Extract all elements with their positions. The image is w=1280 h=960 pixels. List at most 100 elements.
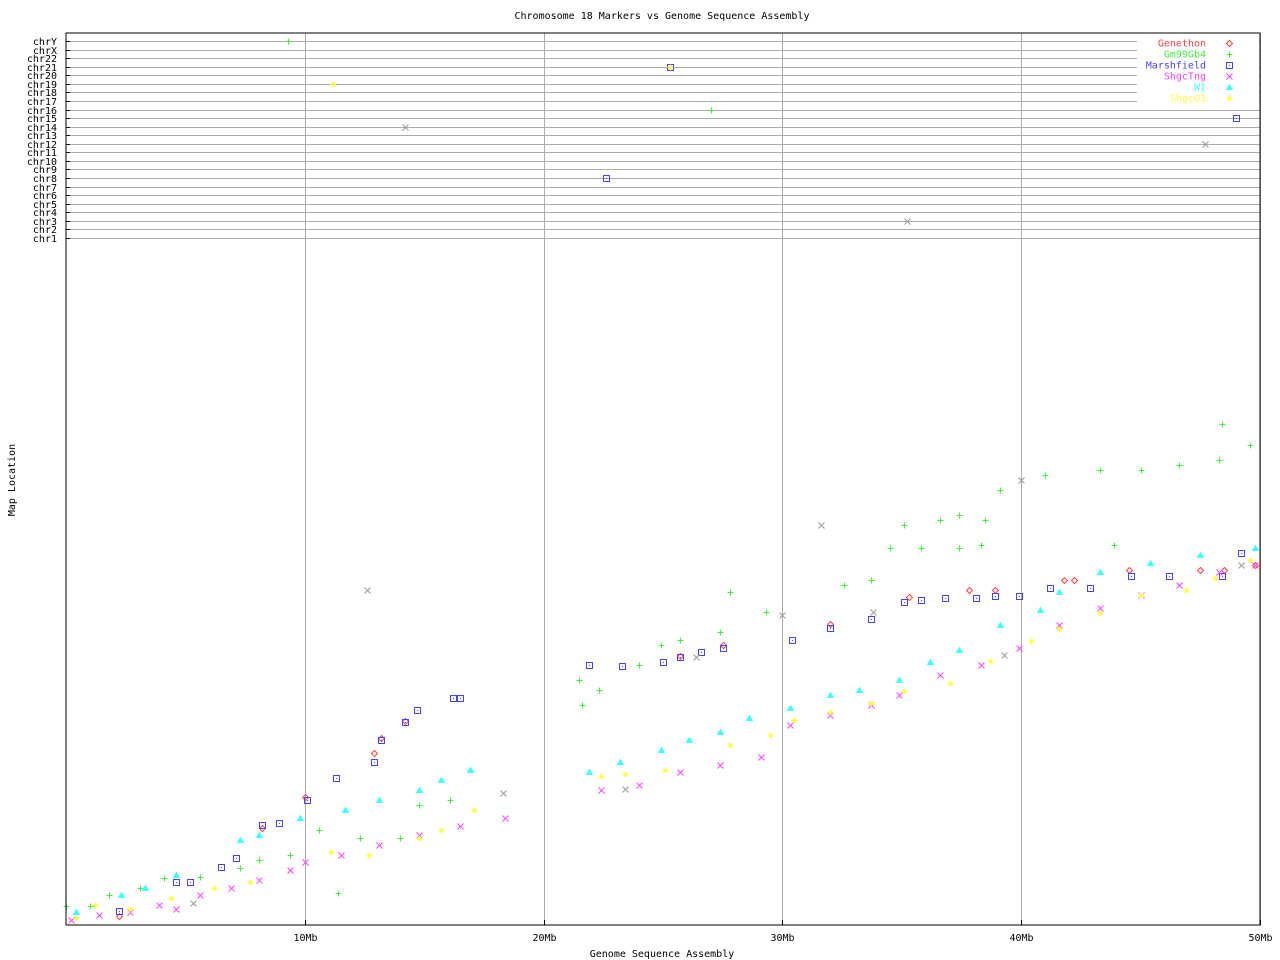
- data-point: [662, 767, 669, 774]
- y-tick-label-chr8: chr8: [33, 174, 57, 185]
- data-point: [287, 852, 294, 859]
- data-point: [660, 659, 667, 666]
- data-point: [677, 654, 684, 661]
- data-point: [371, 759, 378, 766]
- data-point: [375, 796, 384, 803]
- data-point: [438, 827, 445, 834]
- data-point: [826, 620, 835, 629]
- data-point: [827, 625, 834, 632]
- legend-label-shgcg3: ShgcG3: [1170, 94, 1206, 105]
- data-point: [636, 662, 643, 669]
- data-point: [500, 790, 507, 797]
- data-point: [1216, 457, 1223, 464]
- x-tick-label: 20Mb: [532, 933, 556, 944]
- data-point: [992, 593, 999, 600]
- data-point: [937, 672, 944, 679]
- data-point: [1220, 566, 1229, 575]
- data-point: [218, 864, 225, 871]
- data-point: [616, 758, 625, 765]
- data-point: [1219, 573, 1226, 580]
- data-point: [338, 852, 345, 859]
- y-tick-label-chr3: chr3: [33, 217, 57, 228]
- data-point: [1146, 559, 1155, 566]
- y-tick-label-chr6: chr6: [33, 191, 57, 202]
- data-point: [1176, 582, 1183, 589]
- data-point: [1016, 593, 1023, 600]
- data-point: [156, 902, 163, 909]
- data-point: [247, 879, 254, 886]
- data-point: [763, 609, 770, 616]
- data-point: [1238, 550, 1245, 557]
- data-point: [117, 891, 126, 898]
- data-point: [677, 637, 684, 644]
- data-point: [937, 517, 944, 524]
- data-point: [1096, 568, 1105, 575]
- data-point: [918, 545, 925, 552]
- y-tick-label-chr2: chr2: [33, 225, 57, 236]
- data-point: [1087, 585, 1094, 592]
- data-point: [116, 908, 123, 915]
- y-tick-label-chr12: chr12: [27, 140, 57, 151]
- y-tick-label-chrY: chrY: [33, 37, 57, 48]
- data-point: [956, 512, 963, 519]
- data-point: [236, 836, 245, 843]
- x-tick-label: 50Mb: [1248, 933, 1272, 944]
- data-points: [63, 38, 1260, 924]
- data-point: [789, 637, 796, 644]
- legend-marker-icon: [1225, 83, 1234, 90]
- data-point: [779, 612, 786, 619]
- data-point: [1125, 566, 1134, 575]
- data-point: [161, 875, 168, 882]
- data-point: [658, 642, 665, 649]
- data-point: [341, 806, 350, 813]
- data-point: [1036, 606, 1045, 613]
- data-point: [173, 879, 180, 886]
- data-point: [973, 595, 980, 602]
- data-point: [366, 852, 373, 859]
- data-point: [415, 786, 424, 793]
- data-point: [905, 593, 914, 602]
- data-point: [685, 736, 694, 743]
- series-genethon: [115, 561, 1260, 921]
- data-point: [1018, 477, 1025, 484]
- data-point: [786, 704, 795, 711]
- off-chromosome-point: [603, 175, 610, 182]
- data-point: [115, 912, 124, 921]
- data-point: [1060, 576, 1069, 585]
- data-point: [302, 859, 309, 866]
- off-chromosome-point: [402, 124, 409, 131]
- data-point: [1028, 638, 1035, 645]
- x-tick-label: 40Mb: [1009, 933, 1033, 944]
- y-tick-label-chr21: chr21: [27, 63, 57, 74]
- data-point: [657, 746, 666, 753]
- data-point: [197, 874, 204, 881]
- data-point: [1001, 652, 1008, 659]
- series-shgcg3: [73, 64, 1254, 922]
- data-point: [457, 695, 464, 702]
- data-point: [357, 835, 364, 842]
- y-tick-label-chr17: chr17: [27, 97, 57, 108]
- data-point: [106, 892, 113, 899]
- y-tick-label-chr9: chr9: [33, 165, 57, 176]
- data-point: [868, 700, 875, 707]
- data-point: [1111, 542, 1118, 549]
- data-point: [276, 820, 283, 827]
- series-marshfield: [116, 64, 1245, 915]
- data-point: [596, 687, 603, 694]
- y-tick-label-chr13: chr13: [27, 131, 57, 142]
- data-point: [397, 835, 404, 842]
- data-point: [991, 586, 1000, 595]
- data-point: [450, 695, 457, 702]
- off-chromosome-point: [1202, 141, 1209, 148]
- data-point: [579, 702, 586, 709]
- data-point: [965, 586, 974, 595]
- data-point: [758, 754, 765, 761]
- data-point: [172, 871, 181, 878]
- data-point: [636, 782, 643, 789]
- data-point: [622, 771, 629, 778]
- data-point: [716, 728, 725, 735]
- data-point: [598, 787, 605, 794]
- data-point: [304, 797, 311, 804]
- data-point: [896, 692, 903, 699]
